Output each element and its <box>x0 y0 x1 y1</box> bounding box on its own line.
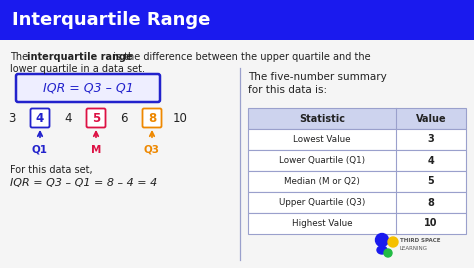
Text: For this data set,: For this data set, <box>10 165 92 175</box>
Text: interquartile range: interquartile range <box>27 52 133 62</box>
Text: 5: 5 <box>92 111 100 125</box>
Text: 8: 8 <box>148 111 156 125</box>
FancyBboxPatch shape <box>86 109 106 128</box>
Circle shape <box>388 237 398 247</box>
Text: is the difference between the upper quartile and the: is the difference between the upper quar… <box>110 52 371 62</box>
Text: 3: 3 <box>9 111 16 125</box>
FancyBboxPatch shape <box>0 0 474 40</box>
Text: 10: 10 <box>424 218 438 229</box>
Text: for this data is:: for this data is: <box>248 85 327 95</box>
Text: THIRD SPACE: THIRD SPACE <box>400 238 440 243</box>
Text: 5: 5 <box>428 177 434 187</box>
FancyBboxPatch shape <box>248 213 466 234</box>
Text: Highest Value: Highest Value <box>292 219 352 228</box>
Text: IQR = Q3 – Q1 = 8 – 4 = 4: IQR = Q3 – Q1 = 8 – 4 = 4 <box>10 178 157 188</box>
Text: Interquartile Range: Interquartile Range <box>12 11 210 29</box>
Text: 6: 6 <box>120 111 128 125</box>
Text: 10: 10 <box>173 111 187 125</box>
Text: lower quartile in a data set.: lower quartile in a data set. <box>10 64 145 74</box>
Text: Lowest Value: Lowest Value <box>293 135 351 144</box>
Text: LEARNING: LEARNING <box>400 246 428 251</box>
Text: 8: 8 <box>428 198 435 207</box>
Text: Value: Value <box>416 114 447 124</box>
Text: IQR = Q3 – Q1: IQR = Q3 – Q1 <box>43 81 133 95</box>
FancyBboxPatch shape <box>248 150 466 171</box>
Circle shape <box>375 233 389 247</box>
Text: Median (M or Q2): Median (M or Q2) <box>284 177 360 186</box>
Text: M: M <box>91 145 101 155</box>
FancyBboxPatch shape <box>30 109 49 128</box>
Text: Q3: Q3 <box>144 145 160 155</box>
Text: Lower Quartile (Q1): Lower Quartile (Q1) <box>279 156 365 165</box>
FancyBboxPatch shape <box>143 109 162 128</box>
Circle shape <box>384 249 392 257</box>
Text: 4: 4 <box>64 111 72 125</box>
Text: The five-number summary: The five-number summary <box>248 72 387 82</box>
Ellipse shape <box>377 246 387 254</box>
FancyBboxPatch shape <box>248 129 466 150</box>
FancyBboxPatch shape <box>248 108 466 129</box>
Text: 3: 3 <box>428 135 434 144</box>
Text: 4: 4 <box>36 111 44 125</box>
Text: The: The <box>10 52 31 62</box>
Text: Statistic: Statistic <box>299 114 345 124</box>
FancyBboxPatch shape <box>248 171 466 192</box>
Text: Upper Quartile (Q3): Upper Quartile (Q3) <box>279 198 365 207</box>
Text: Q1: Q1 <box>32 145 48 155</box>
Text: 4: 4 <box>428 155 434 166</box>
FancyBboxPatch shape <box>248 192 466 213</box>
FancyBboxPatch shape <box>16 74 160 102</box>
